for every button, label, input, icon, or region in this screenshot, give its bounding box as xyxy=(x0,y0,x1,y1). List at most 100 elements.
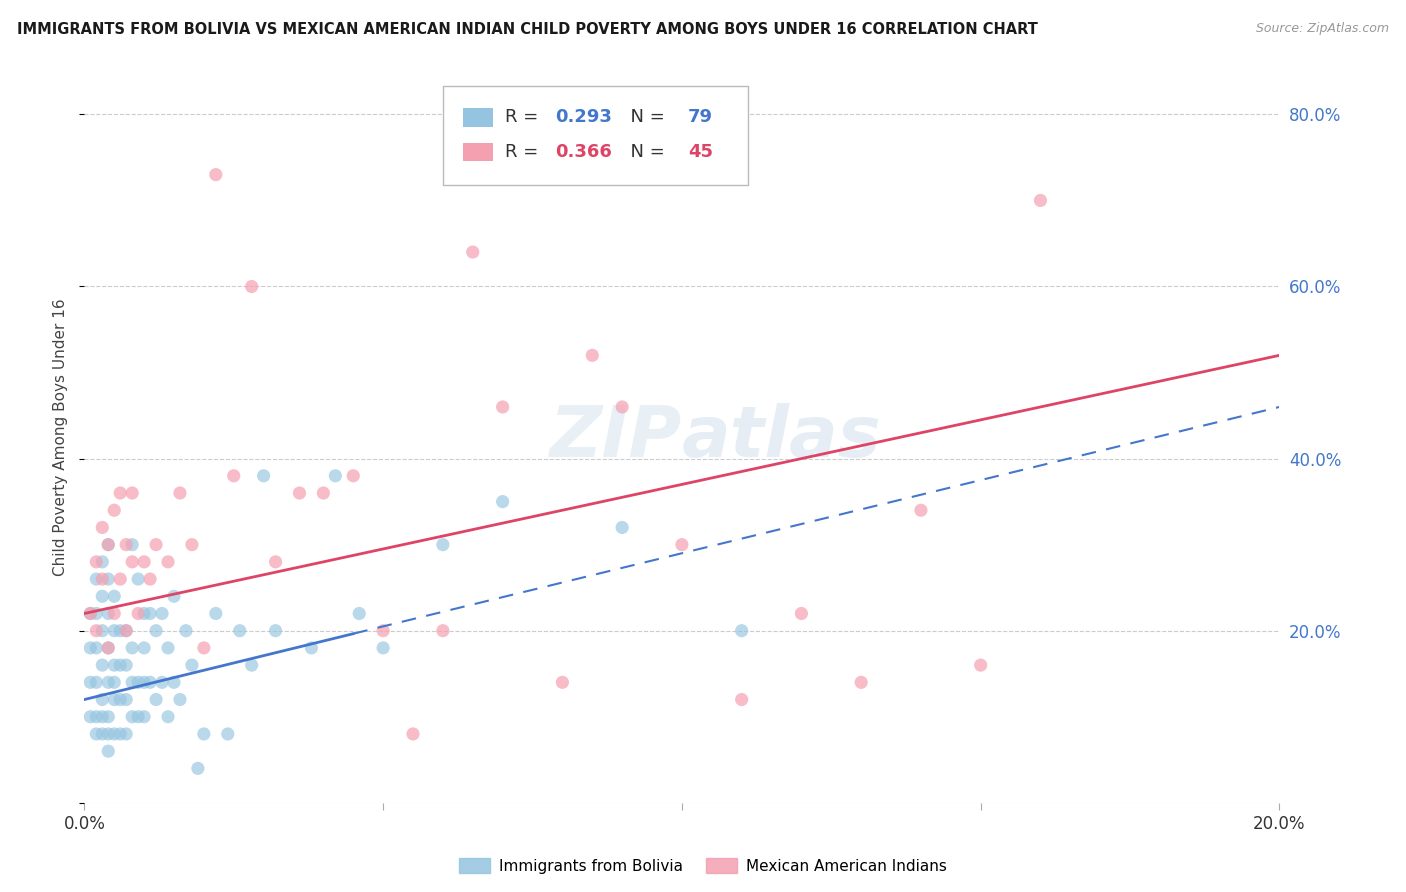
Point xyxy=(110,572,132,586)
Point xyxy=(851,675,873,690)
Point xyxy=(127,675,149,690)
Point xyxy=(970,658,993,673)
Point xyxy=(86,607,108,621)
Point xyxy=(373,624,395,638)
Legend: Immigrants from Bolivia, Mexican American Indians: Immigrants from Bolivia, Mexican America… xyxy=(453,852,953,880)
Point xyxy=(91,589,114,603)
Point xyxy=(79,640,101,655)
Point xyxy=(103,503,125,517)
Point xyxy=(127,607,149,621)
Point xyxy=(97,640,120,655)
Point xyxy=(402,727,425,741)
Point xyxy=(103,727,125,741)
Point xyxy=(432,624,454,638)
Point xyxy=(228,624,252,638)
Point xyxy=(145,538,167,552)
Point xyxy=(91,710,114,724)
Point xyxy=(169,486,191,500)
Point xyxy=(79,675,101,690)
Point xyxy=(349,607,371,621)
Point xyxy=(115,727,138,741)
Point xyxy=(86,555,108,569)
Point xyxy=(157,640,180,655)
Point xyxy=(240,658,263,673)
Text: 0.366: 0.366 xyxy=(555,143,612,161)
Point xyxy=(115,624,138,638)
Point xyxy=(181,538,204,552)
Bar xyxy=(463,108,494,127)
Point xyxy=(121,555,143,569)
Point xyxy=(139,572,162,586)
Point xyxy=(110,486,132,500)
Point xyxy=(132,555,156,569)
Point xyxy=(110,624,132,638)
Point xyxy=(115,624,138,638)
Point xyxy=(193,727,215,741)
Point xyxy=(492,494,515,508)
Point xyxy=(91,658,114,673)
Text: Source: ZipAtlas.com: Source: ZipAtlas.com xyxy=(1256,22,1389,36)
Point xyxy=(97,572,120,586)
Point xyxy=(121,538,143,552)
Point xyxy=(217,727,239,741)
Point xyxy=(163,589,186,603)
Point xyxy=(187,761,209,775)
Point xyxy=(205,168,228,182)
Point xyxy=(103,675,125,690)
Text: atlas: atlas xyxy=(682,402,882,472)
Point xyxy=(671,538,693,552)
Point xyxy=(91,624,114,638)
Point xyxy=(145,624,167,638)
Point xyxy=(145,692,167,706)
Point xyxy=(731,692,754,706)
Point xyxy=(139,607,162,621)
Point xyxy=(205,607,228,621)
Point xyxy=(461,245,484,260)
Text: 45: 45 xyxy=(688,143,713,161)
Point xyxy=(121,486,143,500)
Point xyxy=(240,279,263,293)
Point xyxy=(132,710,156,724)
Point xyxy=(79,607,101,621)
Point xyxy=(79,710,101,724)
Point xyxy=(103,658,125,673)
Point xyxy=(373,640,395,655)
Point xyxy=(301,640,323,655)
Point xyxy=(97,675,120,690)
Point xyxy=(492,400,515,414)
Point xyxy=(132,607,156,621)
Point xyxy=(97,538,120,552)
Point xyxy=(86,727,108,741)
Text: 79: 79 xyxy=(688,109,713,127)
Text: ZIP: ZIP xyxy=(550,402,682,472)
Point xyxy=(103,589,125,603)
Point xyxy=(103,692,125,706)
Point xyxy=(132,675,156,690)
Point xyxy=(121,710,143,724)
Point xyxy=(325,468,347,483)
Point xyxy=(222,468,245,483)
Point xyxy=(193,640,215,655)
Point xyxy=(169,692,191,706)
Point xyxy=(115,692,138,706)
Point xyxy=(127,710,149,724)
Point xyxy=(790,607,813,621)
Point xyxy=(110,692,132,706)
Point xyxy=(157,555,180,569)
Y-axis label: Child Poverty Among Boys Under 16: Child Poverty Among Boys Under 16 xyxy=(53,298,69,576)
Point xyxy=(253,468,276,483)
Text: R =: R = xyxy=(505,143,544,161)
Point xyxy=(86,640,108,655)
Point xyxy=(91,727,114,741)
Text: N =: N = xyxy=(619,143,671,161)
Point xyxy=(110,727,132,741)
Point xyxy=(288,486,311,500)
Point xyxy=(181,658,204,673)
Point xyxy=(139,675,162,690)
Point xyxy=(163,675,186,690)
Point xyxy=(110,658,132,673)
Point xyxy=(910,503,932,517)
Point xyxy=(342,468,364,483)
Text: N =: N = xyxy=(619,109,671,127)
Point xyxy=(97,710,120,724)
